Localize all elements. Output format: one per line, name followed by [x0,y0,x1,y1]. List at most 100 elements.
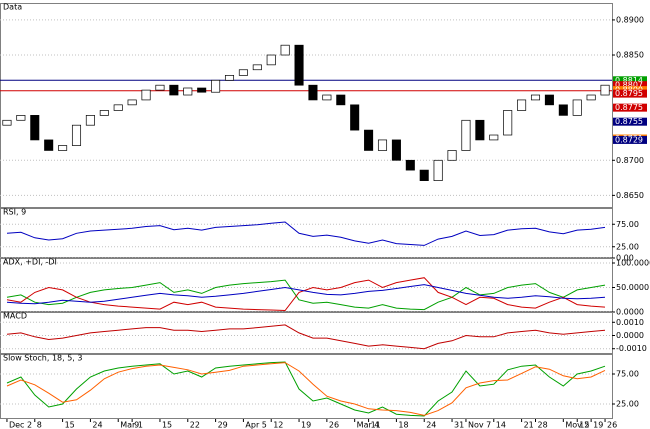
candle [99,110,109,116]
x-tick-label: Mov 5 [565,421,589,429]
price-tag-label: 0.8729 [615,135,643,144]
y-tick-label: 0.0000 [616,331,644,340]
candle [391,139,401,161]
indicator-line [6,221,606,246]
panel-frame [0,312,613,354]
panel-title: Data [3,3,22,12]
candle [211,79,221,93]
x-tick-label: 24 [92,421,102,429]
candle [461,119,471,151]
y-tick-label: 25.00 [616,242,639,251]
candle [238,69,248,76]
candle [16,115,26,121]
indicator-line [6,324,606,350]
indicator-line [6,361,606,417]
panel-frame [0,3,613,208]
indicator-line [6,279,606,311]
candle [447,150,457,161]
candle [44,139,54,151]
y-tick-label: 25.00 [616,400,639,409]
candle [155,84,165,91]
x-tick-label: 21 [524,421,534,429]
candle [600,84,610,96]
price-tag [613,81,647,90]
candle [475,119,485,141]
candle [586,94,596,101]
candle [197,87,207,93]
x-tick-label: 15 [162,421,172,429]
candle [558,104,568,116]
x-tick-label: Nov 7 [468,421,491,429]
price-tag [613,103,647,112]
candle [127,99,137,106]
y-tick-label: 0.8650 [616,191,644,200]
candle [224,75,235,81]
candle [489,134,499,141]
y-tick-label: 0.00 [616,254,634,263]
price-tag [613,89,647,98]
price-tag-label: 0.8807 [615,81,643,90]
price-tag-label: 0.8795 [615,89,643,98]
y-tick-label: 75.00 [616,220,639,229]
x-tick-label: Dec 2 [9,421,32,429]
x-tick-label: Mar 1 [120,421,143,429]
candle [280,44,290,56]
x-tick-label: Apr 5 [245,421,266,429]
price-tag [613,76,647,85]
candle [169,84,179,96]
x-tick-label: 22 [190,421,200,429]
x-tick-label: 28 [538,421,548,429]
candle [405,159,415,171]
price-tag-label: 0.8755 [615,117,643,126]
candle [350,104,360,131]
x-tick-label: 26 [329,421,339,429]
x-tick-label: 31 [454,421,464,429]
x-tick-label: 8 [37,421,42,429]
candle [322,94,332,101]
candle [544,94,554,106]
y-tick-label: 0.8700 [616,156,644,165]
panel-frame [0,354,613,419]
panel-title: RSI, 9 [3,208,26,217]
y-tick-label: -0.0010 [616,344,647,353]
price-tag [613,117,647,126]
candle [252,64,262,71]
candle [377,139,388,151]
y-tick-label: 0.0010 [616,318,644,327]
x-tick-label: 26 [607,421,617,429]
x-tick-label: 29 [218,421,228,429]
x-tick-label: 19 [593,421,603,429]
indicator-line [6,284,606,305]
candle [294,44,304,86]
x-tick-label: 11 [371,421,381,429]
candle [572,99,582,116]
y-tick-label: 50.0000 [616,283,649,292]
panel-title: ADX, +DI, -DI [3,258,57,267]
candle [113,104,123,111]
x-tick-label: 14 [496,421,506,429]
candle [503,110,513,136]
price-tag-label: 0.8814 [615,76,643,85]
x-tick-label: 15 [65,421,75,429]
candle [266,54,276,66]
candle [141,89,151,101]
y-tick-label: 100.0000 [616,259,650,268]
indicator-line [6,277,606,312]
candle [419,169,429,181]
x-tick-label: 12 [579,421,589,429]
x-tick-label: 12 [273,421,283,429]
candle [364,129,374,151]
candle [30,115,40,141]
panel-title: Slow Stoch, 18, 5, 3 [3,354,82,363]
x-tick-label: Mar 4 [357,421,380,429]
candle [183,87,193,96]
x-tick-label: 9 [134,421,139,429]
candle [85,115,95,126]
y-tick-label: 0.8900 [616,15,644,24]
candle [308,84,318,101]
y-tick-label: 0.8850 [616,51,644,60]
candle [433,159,443,181]
candle [517,99,527,111]
